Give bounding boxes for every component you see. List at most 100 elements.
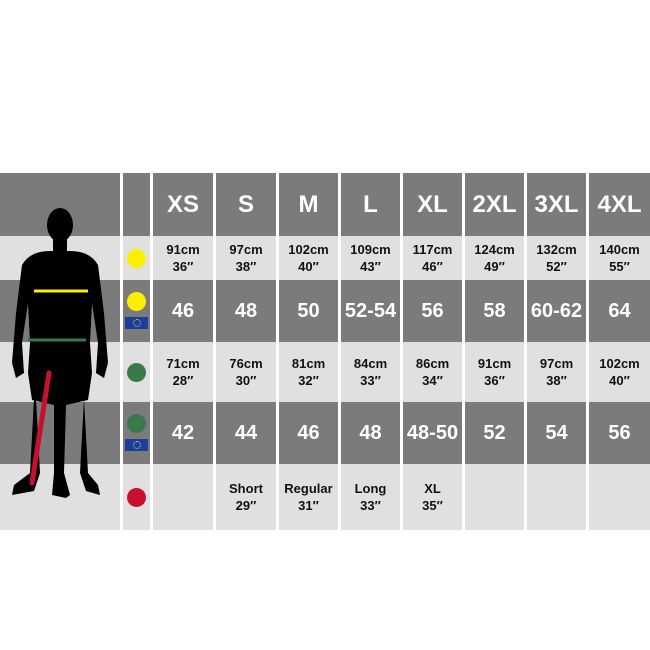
value-primary: 46 <box>297 421 320 444</box>
column-divider <box>120 173 123 530</box>
value-primary: 84cm <box>353 356 388 371</box>
value-primary: 48 <box>234 299 258 322</box>
size-cell: 124cm 49″ <box>465 236 524 280</box>
value-primary: Regular <box>284 481 333 496</box>
value-primary: 102cm <box>288 242 329 257</box>
value-inches: 49″ <box>484 259 505 274</box>
value-inches: 33″ <box>360 498 381 513</box>
size-cell: Short 29″ <box>216 464 276 530</box>
value-primary: 97cm <box>539 356 574 371</box>
value-inches: 34″ <box>422 373 443 388</box>
waist-dot-icon <box>127 362 146 382</box>
value-primary: Long <box>354 481 387 496</box>
value-primary: 132cm <box>536 242 577 257</box>
size-header: 3XL <box>534 190 579 218</box>
value-inches: 36″ <box>172 259 194 274</box>
size-header: L <box>363 190 378 218</box>
value-inches: 36″ <box>484 373 505 388</box>
size-cell: 102cm 40″ <box>589 342 650 402</box>
column-divider <box>150 173 153 530</box>
value-primary: 91cm <box>166 242 200 257</box>
value-inches: 38″ <box>546 373 567 388</box>
value-primary: 58 <box>483 299 506 322</box>
waist-eu-dot-icon <box>127 414 146 433</box>
inside-leg-dot-icon <box>127 487 146 507</box>
size-cell: 84cm 33″ <box>341 342 400 402</box>
value-primary: 52 <box>483 421 506 444</box>
value-inches: 30″ <box>235 373 257 388</box>
size-cell: 48 <box>341 402 400 464</box>
size-header: XL <box>417 190 448 218</box>
value-inches: 38″ <box>235 259 257 274</box>
value-inches: 46″ <box>422 259 443 274</box>
column-divider <box>400 173 403 530</box>
chest-dot-icon <box>127 248 146 268</box>
size-cell: 97cm 38″ <box>527 342 586 402</box>
value-primary: 117cm <box>412 242 453 257</box>
size-cell: 52-54 <box>341 280 400 342</box>
row-bg <box>0 342 650 402</box>
size-cell: 60-62 <box>527 280 586 342</box>
size-cell: 46 <box>279 402 338 464</box>
size-cell: 117cm 46″ <box>403 236 462 280</box>
value-inches: 28″ <box>172 373 194 388</box>
size-cell: 140cm 55″ <box>589 236 650 280</box>
value-primary: 42 <box>171 421 195 444</box>
column-divider <box>213 173 216 530</box>
value-inches: 33″ <box>360 373 381 388</box>
size-cell: 132cm 52″ <box>527 236 586 280</box>
size-cell <box>527 464 586 530</box>
value-inches: 40″ <box>298 259 319 274</box>
size-cell: 58 <box>465 280 524 342</box>
value-primary: 91cm <box>477 356 512 371</box>
row-bg <box>0 464 650 530</box>
value-primary: 44 <box>234 421 258 444</box>
size-cell: 86cm 34″ <box>403 342 462 402</box>
eu-flag-icon <box>125 317 148 329</box>
value-primary: 52-54 <box>344 299 397 322</box>
size-cell: 50 <box>279 280 338 342</box>
size-cell: 109cm 43″ <box>341 236 400 280</box>
size-cell: 48-50 <box>403 402 462 464</box>
value-primary: 56 <box>421 299 444 322</box>
value-primary: 48-50 <box>406 421 459 444</box>
size-cell: 54 <box>527 402 586 464</box>
size-cell <box>153 464 213 530</box>
size-cell: 52 <box>465 402 524 464</box>
value-inches: 29″ <box>235 498 257 513</box>
row-bg <box>0 236 650 280</box>
value-primary: 76cm <box>229 356 263 371</box>
value-primary: Short <box>229 481 263 496</box>
value-primary: 50 <box>297 299 320 322</box>
row-bg <box>0 402 650 464</box>
value-primary: 60-62 <box>530 299 583 322</box>
size-cell: 102cm 40″ <box>279 236 338 280</box>
size-cell: 44 <box>216 402 276 464</box>
size-header: 2XL <box>472 190 517 218</box>
value-inches: 32″ <box>298 373 319 388</box>
size-cell: 42 <box>153 402 213 464</box>
value-primary: 56 <box>608 421 631 444</box>
size-cell: 91cm 36″ <box>153 236 213 280</box>
size-cell: 71cm 28″ <box>153 342 213 402</box>
column-divider <box>338 173 341 530</box>
eu-flag-icon <box>125 439 148 451</box>
inside-leg-line <box>29 370 52 486</box>
size-cell: 56 <box>403 280 462 342</box>
value-primary: 86cm <box>415 356 450 371</box>
size-header: S <box>237 190 254 218</box>
header-row-bg <box>0 173 650 236</box>
value-inches: 43″ <box>360 259 381 274</box>
chest-eu-dot-icon <box>127 292 146 311</box>
size-cell: 46 <box>153 280 213 342</box>
body-silhouette <box>12 208 108 498</box>
size-cell: 97cm 38″ <box>216 236 276 280</box>
value-primary: 97cm <box>229 242 263 257</box>
value-primary: 64 <box>608 299 631 322</box>
size-cell: 81cm 32″ <box>279 342 338 402</box>
value-primary: 54 <box>545 421 568 444</box>
value-primary: 71cm <box>166 356 200 371</box>
value-primary: 48 <box>359 421 382 444</box>
value-inches: 40″ <box>609 373 630 388</box>
value-primary: 109cm <box>350 242 391 257</box>
